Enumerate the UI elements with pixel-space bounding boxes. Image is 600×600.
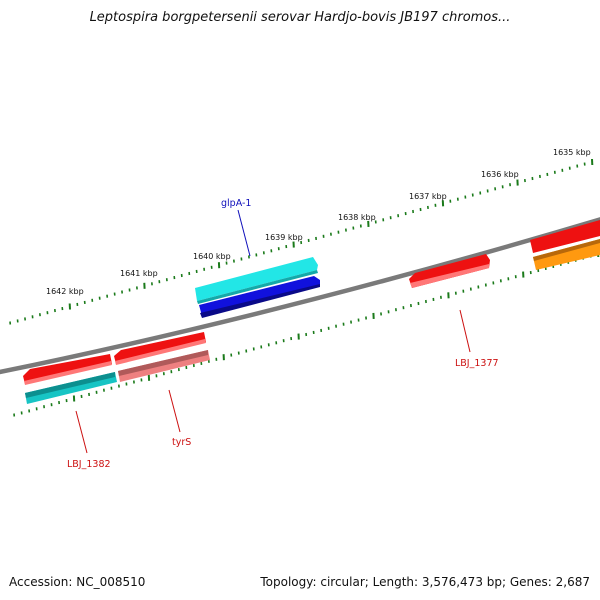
genome-backbone xyxy=(0,217,600,375)
kbp-label: 1636 kbp xyxy=(481,170,519,179)
gene-red-right-upper[interactable] xyxy=(530,220,600,253)
gene-red-mid-shade xyxy=(115,339,206,365)
footer-accession: Accession: NC_008510 xyxy=(9,575,146,589)
map-title: Leptospira borgpetersenii serovar Hardjo… xyxy=(89,10,511,25)
kbp-label: 1640 kbp xyxy=(193,252,231,261)
gene-LBJ_1382-shade xyxy=(25,372,115,398)
gene-orange-right-shade xyxy=(533,239,600,261)
gene-red-left-shade xyxy=(24,361,112,385)
leader-LBJ_1382 xyxy=(75,410,88,454)
outer-tick-row xyxy=(9,158,594,325)
kbp-label: 1641 kbp xyxy=(120,269,158,278)
leader-LBJ_1377 xyxy=(459,309,471,353)
leader-tyrS xyxy=(168,389,181,433)
kbp-label: 1642 kbp xyxy=(46,287,84,296)
kbp-label: 1638 kbp xyxy=(338,213,376,222)
gene-label-tyrS: tyrS xyxy=(172,437,191,448)
gene-label-glpA-1: glpA-1 xyxy=(221,198,251,209)
footer-stats: Topology: circular; Length: 3,576,473 bp… xyxy=(260,575,590,589)
gene-LBJ_1377-shade xyxy=(410,264,489,288)
gene-glpA-1-shade xyxy=(197,270,318,304)
leader-glpA-1 xyxy=(237,209,251,257)
kbp-label: 1639 kbp xyxy=(265,233,303,242)
gene-label-LBJ_1377: LBJ_1377 xyxy=(455,358,499,369)
gene-glpA-1[interactable] xyxy=(195,257,318,301)
gene-tyrS-shade xyxy=(118,350,208,376)
kbp-label: 1637 kbp xyxy=(409,192,447,201)
inner-tick-row xyxy=(13,250,600,417)
kbp-label: 1635 kbp xyxy=(553,148,591,157)
gene-label-LBJ_1382: LBJ_1382 xyxy=(67,459,111,470)
gene-blue-shade xyxy=(200,284,320,318)
